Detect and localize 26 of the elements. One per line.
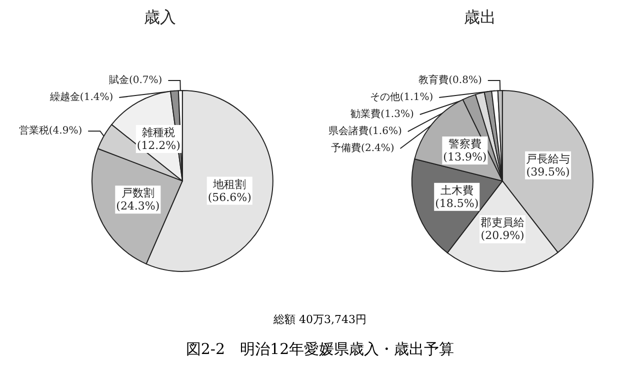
slice-label: 警察費 [448, 138, 482, 151]
slice-label: 賦金(0.7%) [108, 74, 162, 86]
data-label: (39.5%) [526, 165, 570, 178]
caption: 図2-2 明治12年愛媛県歳入・歳出予算 [184, 340, 456, 359]
slice-label: 勧業費(1.3%) [350, 108, 414, 120]
slice-label: 戸数割 [121, 186, 154, 200]
slice-label: 繰越金(1.4%) [48, 91, 114, 104]
data-label: (18.5%) [435, 196, 479, 210]
slice-label: その他(1.1%) [370, 91, 434, 104]
slice-label: 郡吏員給 [480, 216, 525, 230]
data-label: (12.2%) [136, 138, 180, 152]
data-label: (13.9%) [443, 150, 487, 164]
slice-label: 県会諸費(1.6%) [328, 125, 402, 138]
text: 総額 40万3,743円 [272, 312, 368, 327]
data-label: (56.6%) [208, 190, 252, 204]
slice-label: 予備費(2.4%) [331, 142, 394, 154]
data-label: (20.9%) [480, 229, 524, 242]
data-label: (24.3%) [116, 200, 160, 213]
slice-label: 戸長給与 [526, 152, 570, 166]
slice-label: 雑種税 [142, 126, 176, 139]
slice-label: 営業税(4.9%) [18, 124, 82, 137]
slice-label: 土木費 [440, 184, 474, 197]
slice-label: 教育費(0.8%) [418, 74, 482, 86]
slice-label: 地租割 [212, 178, 246, 191]
chart-title: 歳入 [144, 8, 176, 26]
chart-title: 歳出 [464, 8, 496, 26]
